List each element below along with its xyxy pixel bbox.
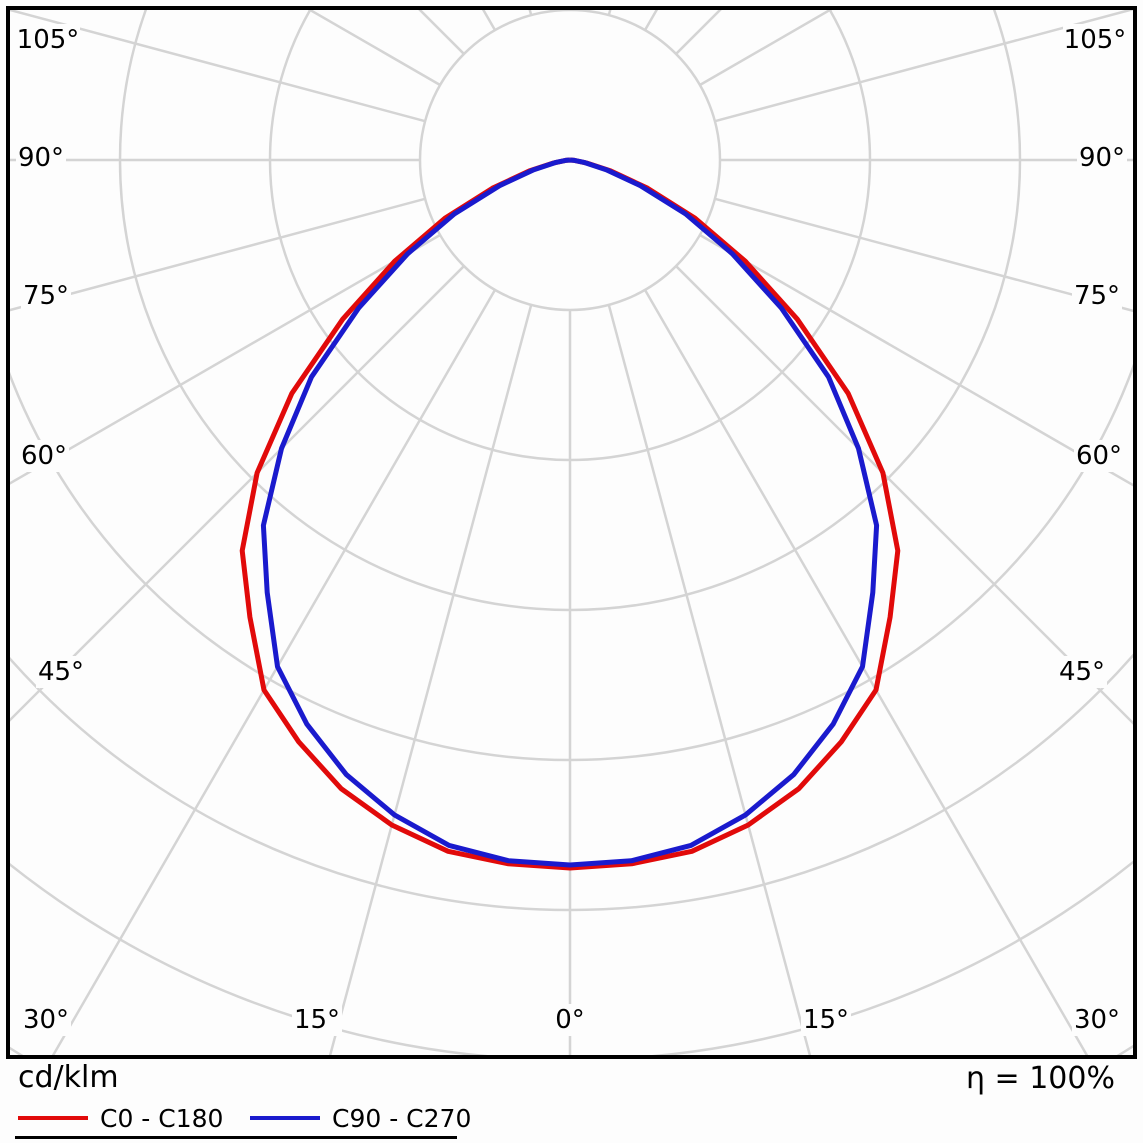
legend: C0 - C180 C90 - C270: [0, 1102, 1143, 1134]
angle-label: 15°: [803, 1005, 849, 1035]
grid-ray: [714, 10, 1133, 123]
legend-underline: [15, 1136, 457, 1139]
grid-ray: [328, 304, 533, 1055]
grid-ray: [714, 197, 1133, 313]
angle-label: 90°: [18, 143, 64, 173]
angle-label: 75°: [1074, 281, 1120, 311]
grid-ray: [10, 265, 465, 722]
angle-labels: 105° 90° 75° 60° 45° 105° 90° 75° 60° 45° 30° 15° 0°…: [16, 24, 1127, 1036]
grid-ray: [643, 289, 1089, 1055]
grid-ray: [675, 265, 1133, 725]
angle-label: 30°: [23, 1005, 69, 1035]
legend-label: C0 - C180: [100, 1104, 224, 1133]
angle-label: 45°: [38, 657, 84, 687]
unit-label: cd/klm: [18, 1060, 119, 1095]
angle-label: 15°: [294, 1005, 340, 1035]
angle-label: 90°: [1079, 143, 1125, 173]
grid-ray: [10, 233, 441, 485]
grid-ring: [10, 363, 1133, 762]
angle-label: 30°: [1074, 1005, 1120, 1035]
angle-label: 75°: [23, 281, 69, 311]
legend-label: C90 - C270: [332, 1104, 472, 1133]
curve-c0-c180: [239, 157, 901, 871]
grid-ray: [51, 289, 497, 1055]
legend-swatch-blue: [250, 1116, 320, 1120]
angle-label: 60°: [21, 441, 67, 471]
grid-ray: [10, 197, 426, 312]
plot-border: [6, 6, 1137, 1059]
grid-ring: [10, 653, 1133, 912]
angle-label: 45°: [1059, 657, 1105, 687]
angle-label: 0°: [555, 1005, 585, 1035]
grid-ray: [699, 233, 1133, 487]
grid-ray: [10, 10, 426, 123]
legend-swatch-red: [18, 1116, 88, 1120]
angle-label: 105°: [1064, 25, 1127, 55]
grid-ray: [607, 304, 812, 1055]
curve-c90-c270: [260, 157, 880, 868]
angle-label: 60°: [1076, 441, 1122, 471]
angle-label: 105°: [17, 25, 80, 55]
light-output-ratio-label: η = 100%: [966, 1061, 1115, 1096]
intensity-curves: [239, 157, 901, 871]
